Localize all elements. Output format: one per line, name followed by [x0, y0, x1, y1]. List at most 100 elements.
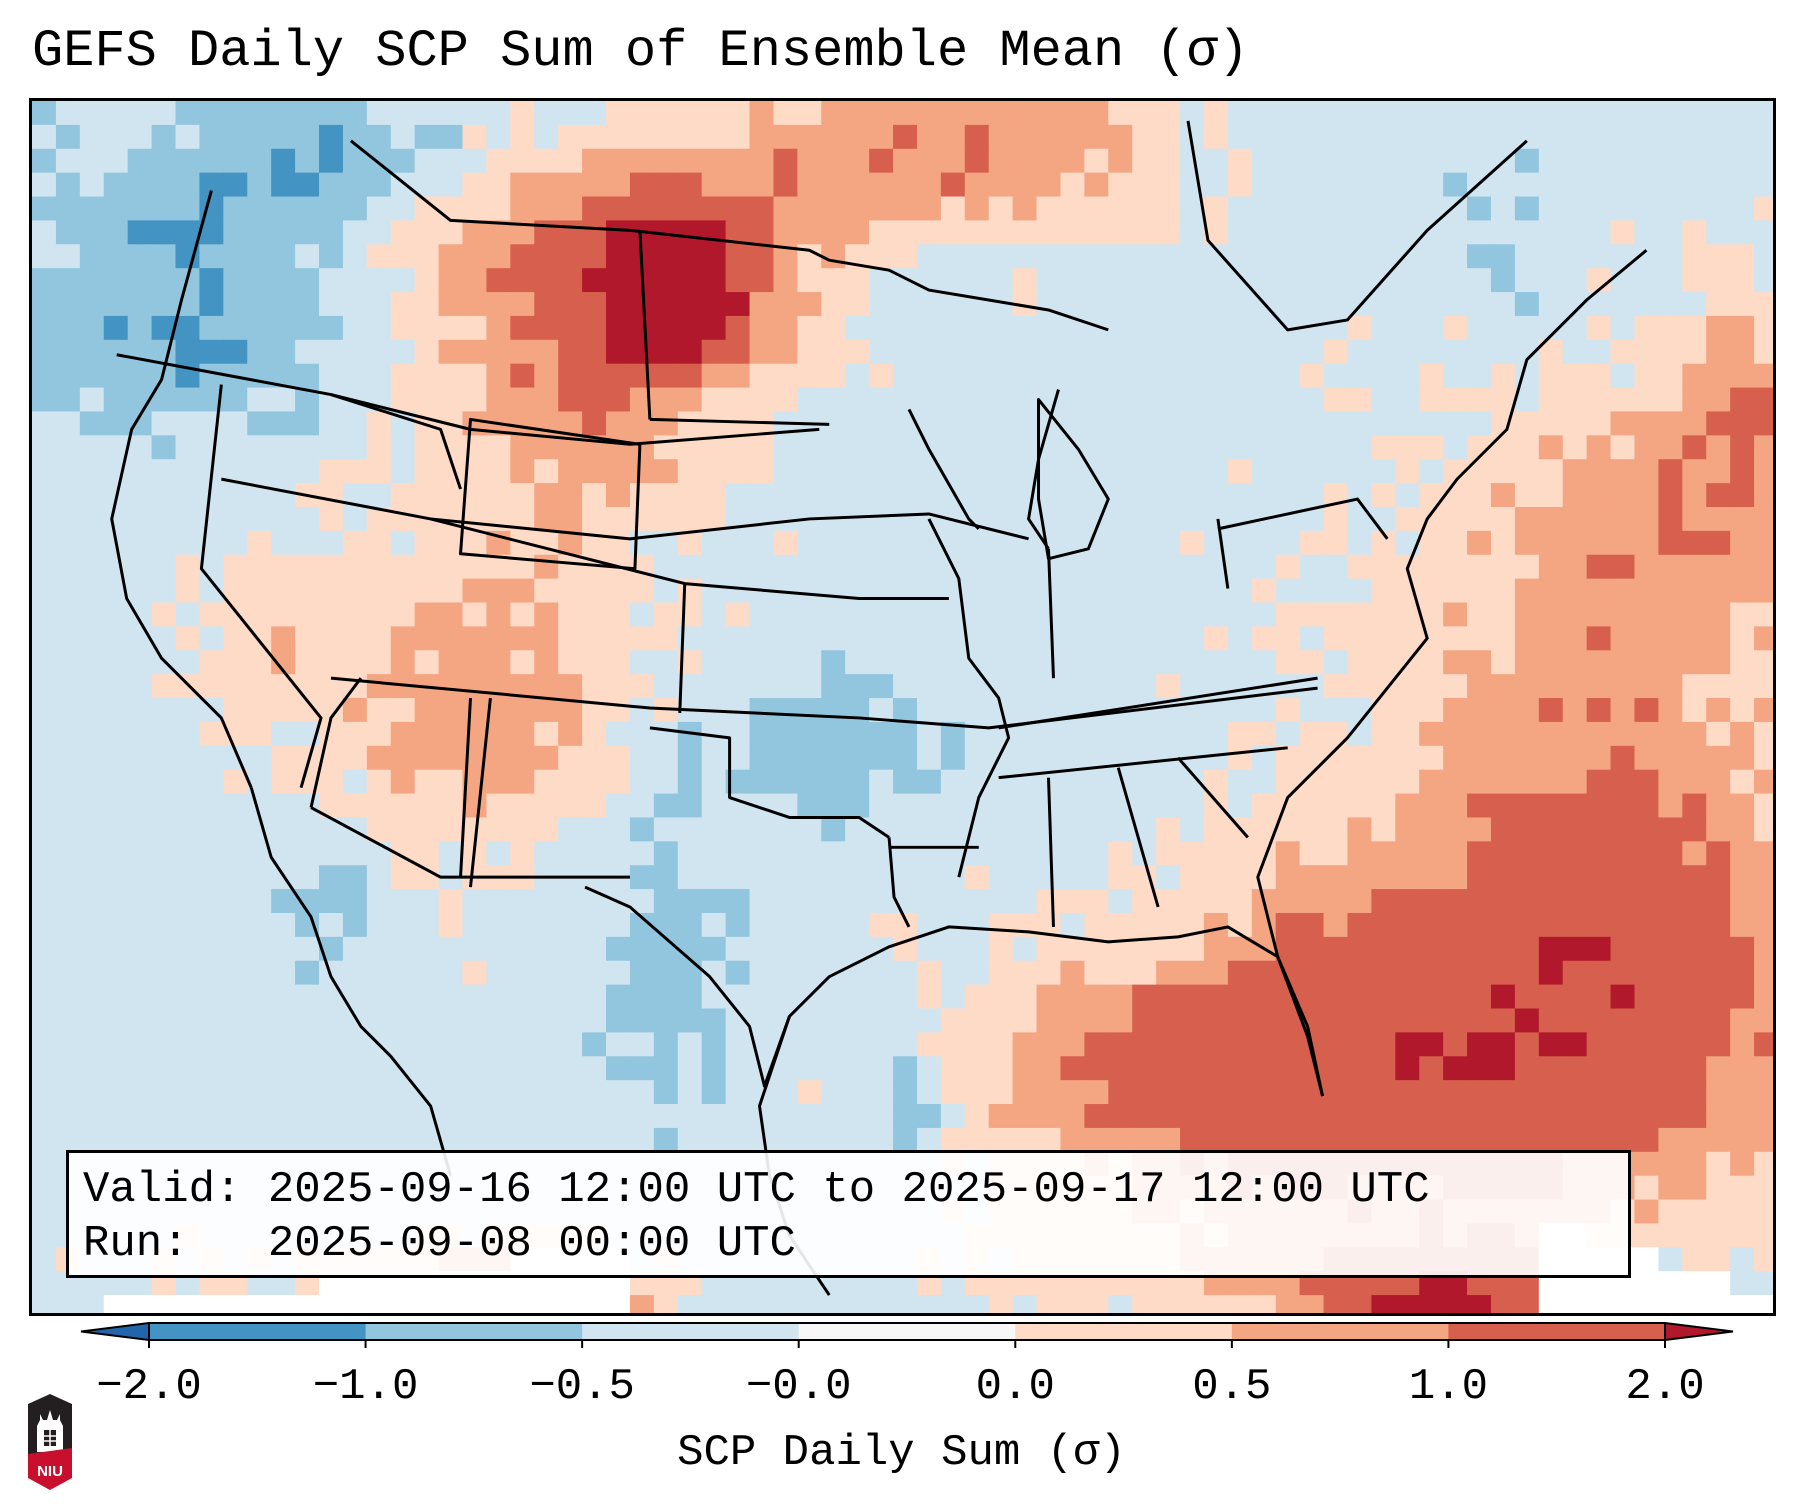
heatmap-cell — [653, 1295, 679, 1313]
heatmap-cell — [1706, 745, 1731, 771]
heatmap-cell — [1132, 483, 1157, 508]
heatmap-cell — [462, 292, 488, 317]
heatmap-cell — [1227, 1295, 1253, 1313]
heatmap-cell — [940, 936, 966, 962]
heatmap-cell — [1036, 196, 1062, 222]
heatmap-cell — [1730, 506, 1755, 532]
heatmap-cell — [319, 435, 344, 460]
heatmap-cell — [32, 1104, 57, 1129]
heatmap-cell — [940, 1080, 966, 1105]
heatmap-cell — [438, 172, 464, 198]
heatmap-cell — [462, 1056, 488, 1081]
heatmap-cell — [916, 745, 942, 771]
heatmap-cell — [1347, 315, 1372, 341]
heatmap-cell — [271, 960, 296, 986]
heatmap-cell — [1323, 912, 1349, 938]
heatmap-cell — [1036, 984, 1062, 1010]
heatmap-cell — [821, 483, 846, 508]
heatmap-cell — [1682, 1151, 1707, 1177]
heatmap-cell — [653, 578, 679, 604]
heatmap-cell — [1467, 960, 1492, 986]
heatmap-cell — [797, 960, 822, 986]
heatmap-cell — [1419, 793, 1444, 819]
heatmap-cell — [558, 1295, 583, 1313]
heatmap-cell — [1610, 1032, 1636, 1057]
heatmap-cell — [964, 865, 990, 890]
heatmap-cell — [32, 602, 57, 627]
heatmap-cell — [79, 411, 105, 436]
heatmap-cell — [1371, 220, 1396, 245]
heatmap-cell — [79, 960, 105, 986]
map-title: GEFS Daily SCP Sum of Ensemble Mean (σ) — [32, 22, 1249, 81]
heatmap-cell — [462, 220, 488, 245]
heatmap-cell — [1634, 101, 1659, 126]
colorbar-extend-max — [1664, 1321, 1734, 1342]
heatmap-cell — [701, 769, 727, 795]
west-coast-outline — [110, 190, 253, 789]
heatmap-cell — [1514, 984, 1540, 1010]
heatmap-cell — [271, 889, 296, 914]
heatmap-cell — [486, 1056, 511, 1081]
heatmap-cell — [247, 1295, 272, 1313]
heatmap-cell — [797, 889, 822, 914]
heatmap-cell — [438, 841, 464, 866]
heatmap-cell — [462, 124, 488, 150]
colorbar-tick-label: 0.5 — [1192, 1362, 1272, 1412]
heatmap-cell — [175, 793, 201, 819]
heatmap-cell — [845, 650, 870, 675]
heatmap-cell — [629, 483, 655, 508]
heatmap-cell — [103, 292, 129, 317]
heatmap-cell — [1180, 387, 1205, 413]
heatmap-cell — [1323, 435, 1349, 460]
heatmap-cell — [1299, 793, 1325, 819]
heatmap-cell — [1227, 602, 1253, 627]
heatmap-cell — [1180, 889, 1205, 914]
heatmap-cell — [749, 602, 775, 627]
heatmap-cell — [79, 196, 105, 222]
heatmap-cell — [1371, 1032, 1396, 1057]
heatmap-cell — [151, 912, 177, 938]
heatmap-cell — [510, 124, 535, 150]
heatmap-cell — [1538, 698, 1564, 723]
heatmap-cell — [1538, 602, 1564, 627]
heatmap-cell — [295, 1056, 320, 1081]
heatmap-cell — [1490, 745, 1516, 771]
heatmap-cell — [677, 220, 703, 245]
heatmap-cell — [582, 411, 607, 436]
ca-nv-outline — [199, 384, 323, 789]
heatmap-cell — [1323, 363, 1349, 389]
heatmap-cell — [1227, 411, 1253, 436]
heatmap-cell — [1586, 1104, 1612, 1129]
heatmap-cell — [773, 435, 798, 460]
heatmap-cell — [988, 1056, 1014, 1081]
heatmap-cell — [1443, 292, 1468, 317]
heatmap-cell — [1586, 769, 1612, 795]
heatmap-cell — [701, 387, 727, 413]
heatmap-cell — [988, 124, 1014, 150]
heatmap-cell — [1586, 244, 1612, 269]
heatmap-cell — [1180, 1008, 1205, 1033]
heatmap-cell — [151, 411, 177, 436]
heatmap-cell — [653, 769, 679, 795]
heatmap-cell — [797, 196, 822, 222]
heatmap-cell — [701, 1104, 727, 1129]
heatmap-cell — [295, 1295, 320, 1313]
heatmap-cell — [1156, 602, 1181, 627]
heatmap-cell — [893, 315, 918, 341]
heatmap-cell — [1658, 745, 1683, 771]
heatmap-cell — [749, 817, 775, 842]
heatmap-cell — [893, 196, 918, 222]
heatmap-cell — [1490, 1080, 1516, 1105]
heatmap-cell — [1658, 793, 1683, 819]
heatmap-cell — [342, 315, 368, 341]
heatmap-cell — [916, 841, 942, 866]
heatmap-cell — [893, 530, 918, 556]
heatmap-cell — [438, 101, 464, 126]
heatmap-cell — [1682, 363, 1707, 389]
heatmap-cell — [1706, 554, 1731, 580]
heatmap-cell — [1323, 101, 1349, 126]
heatmap-cell — [342, 1032, 368, 1057]
heatmap-cell — [414, 650, 440, 675]
heatmap-cell — [845, 172, 870, 198]
heatmap-cell — [1490, 912, 1516, 938]
